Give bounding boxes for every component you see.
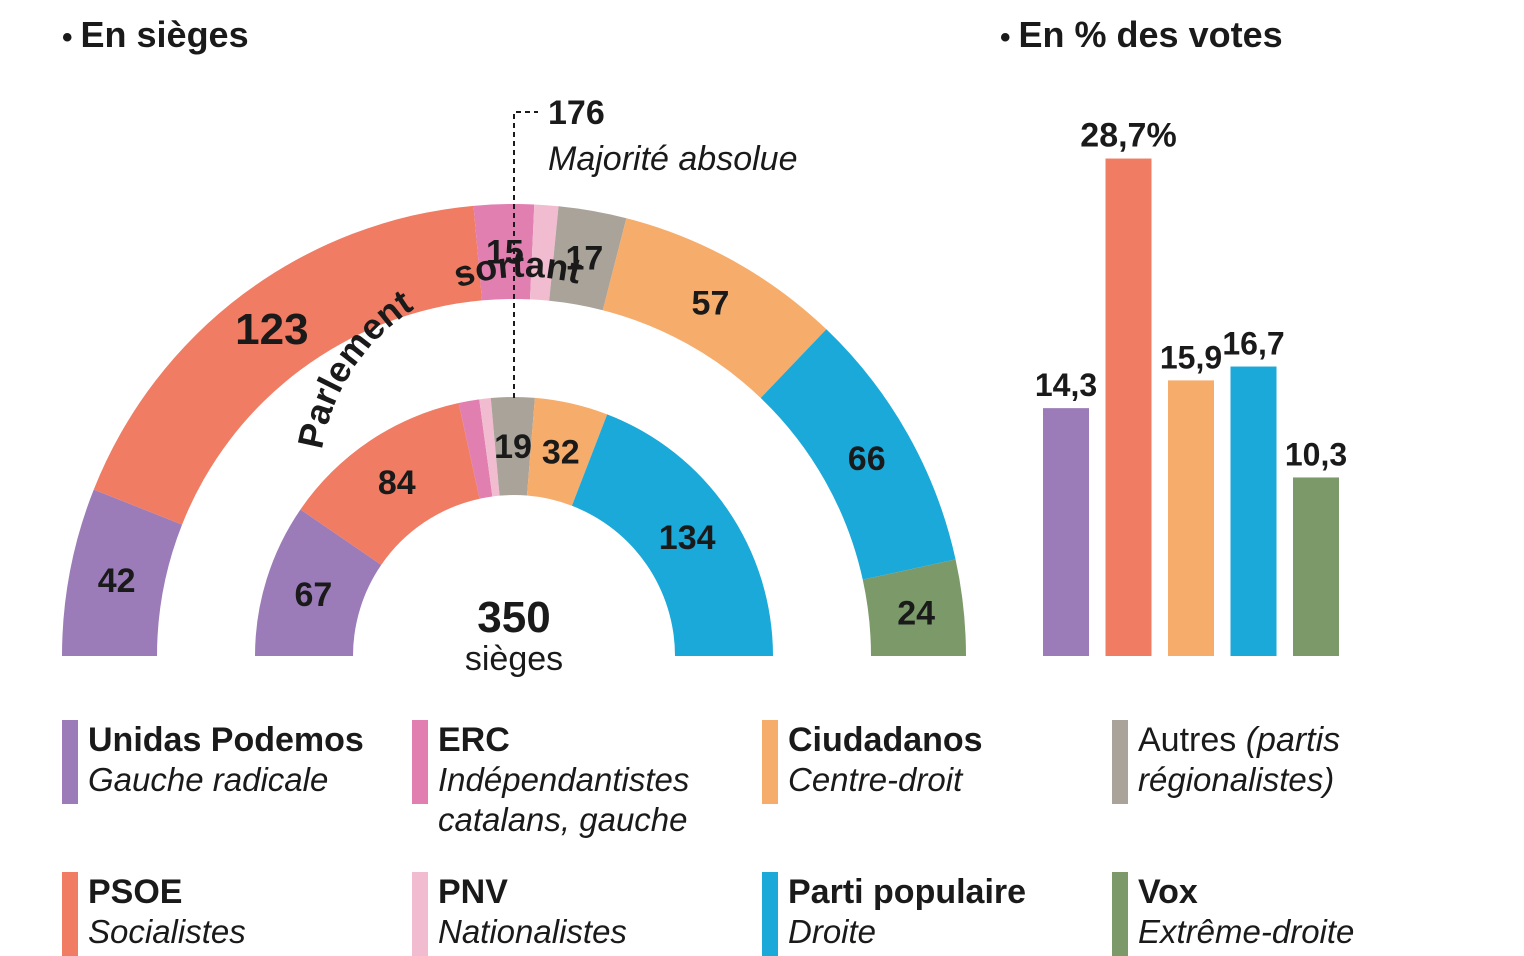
- vote-label-1: 28,7%: [1080, 117, 1176, 155]
- legend-desc-pp: Droite: [788, 913, 877, 950]
- legend-desc-erc-1: Indépendantistes: [438, 761, 690, 798]
- outer-label-psoe: 123: [235, 305, 308, 354]
- legend-item-erc: ERC Indépendantistes catalans, gauche: [412, 720, 689, 840]
- majority-line: [513, 111, 538, 398]
- ring-value-labels: 42 123 15 17 57 66 24 67 84 19 32 134: [98, 234, 935, 633]
- legend-item-autres: Autres (partis régionalistes): [1112, 720, 1340, 804]
- legend-desc-ciudadanos: Centre-droit: [788, 761, 963, 798]
- votes-bar-chart: 14,3 28,7% 15,9 16,7 10,3: [1035, 117, 1347, 657]
- legend-desc-erc-2: catalans, gauche: [438, 801, 688, 838]
- vote-label-3: 16,7: [1222, 326, 1284, 362]
- votes-section-title: • En % des votes: [1000, 14, 1283, 55]
- majority-label: Majorité absolue: [548, 140, 797, 178]
- legend-item-pp: Parti populaire Droite: [762, 872, 1026, 956]
- legend-name-podemos: Unidas Podemos: [88, 721, 364, 759]
- majority-value: 176: [548, 94, 605, 132]
- legend-name-erc: ERC: [438, 721, 510, 759]
- legend-item-psoe: PSOE Socialistes: [62, 872, 246, 956]
- legend-item-pnv: PNV Nationalistes: [412, 872, 627, 956]
- vote-bar-1: [1105, 158, 1152, 657]
- vote-bar-0: [1043, 408, 1089, 656]
- legend-name-suffix-autres: (partis: [1236, 721, 1341, 759]
- legend-item-vox: Vox Extrême-droite: [1112, 872, 1354, 956]
- legend-name-vox: Vox: [1138, 873, 1198, 911]
- outer-segment-autres: [549, 206, 627, 311]
- outer-label-podemos: 42: [98, 562, 136, 600]
- vote-label-0: 14,3: [1035, 367, 1097, 403]
- vote-label-2: 15,9: [1160, 339, 1222, 375]
- inner-label-ciudadanos: 32: [542, 433, 580, 471]
- vote-label-4: 10,3: [1285, 436, 1347, 472]
- inner-segment-pp: [571, 414, 773, 656]
- outer-segment-psoe: [93, 205, 482, 525]
- legend-swatch-vox: [1112, 872, 1128, 956]
- inner-label-autres: 19: [494, 428, 532, 466]
- outer-segment-podemos: [62, 489, 183, 656]
- inner-segment-podemos: [255, 509, 382, 656]
- legend-swatch-pnv: [412, 872, 428, 956]
- seats-title-text: En sièges: [80, 14, 249, 55]
- legend-item-ciudadanos: Ciudadanos Centre-droit: [762, 720, 983, 804]
- outer-label-pp: 66: [848, 440, 886, 478]
- outer-segment-ciudadanos: [602, 218, 827, 398]
- legend-name-pnv: PNV: [438, 873, 508, 911]
- seats-section-title: • En sièges: [62, 14, 249, 55]
- legend-swatch-psoe: [62, 872, 78, 956]
- legend-swatch-pp: [762, 872, 778, 956]
- vote-bar-4: [1293, 477, 1339, 656]
- outer-segment-pnv: [530, 204, 559, 301]
- legend-name-ciudadanos: Ciudadanos: [788, 721, 983, 759]
- total-seats-value: 350: [477, 593, 550, 642]
- legend-desc-pnv: Nationalistes: [438, 913, 627, 950]
- votes-title-text: En % des votes: [1018, 14, 1283, 55]
- outer-label-vox: 24: [897, 595, 935, 633]
- inner-segment-pnv: [479, 398, 500, 497]
- inner-segment-autres: [490, 397, 535, 496]
- outer-ring-seats: [62, 204, 966, 656]
- outer-segment-erc: [473, 204, 535, 301]
- outer-segment-vox: [862, 559, 966, 656]
- inner-label-pp: 134: [659, 519, 716, 557]
- outer-segment-pp: [760, 329, 956, 580]
- legend-desc-psoe: Socialistes: [88, 913, 246, 950]
- legend-item-podemos: Unidas Podemos Gauche radicale: [62, 720, 364, 804]
- legend-swatch-podemos: [62, 720, 78, 804]
- outer-label-autres: 17: [566, 240, 604, 278]
- vote-bar-2: [1168, 380, 1214, 656]
- legend-swatch-autres: [1112, 720, 1128, 804]
- inner-segment-psoe: [300, 402, 480, 565]
- legend-name-psoe: PSOE: [88, 873, 183, 911]
- legend-name-pp: Parti populaire: [788, 873, 1027, 911]
- vote-value-labels: 14,3 28,7% 15,9 16,7 10,3: [1035, 117, 1347, 473]
- inner-label-psoe: 84: [378, 464, 416, 502]
- legend-swatch-erc: [412, 720, 428, 804]
- vote-bars: [1043, 158, 1339, 657]
- inner-segment-ciudadanos: [526, 397, 608, 506]
- inner-ring-outgoing-parliament: [255, 397, 773, 656]
- legend-name-autres: Autres: [1138, 721, 1237, 759]
- inner-segment-erc: [458, 399, 493, 499]
- outer-label-ciudadanos: 57: [692, 284, 730, 322]
- legend-swatch-ciudadanos: [762, 720, 778, 804]
- legend-desc-autres: régionalistes): [1138, 761, 1335, 798]
- legend-desc-podemos: Gauche radicale: [88, 761, 329, 798]
- legend-desc-vox: Extrême-droite: [1138, 913, 1355, 950]
- legend-name-autres-line: Autres (partis: [1138, 720, 1340, 760]
- inner-label-podemos: 67: [295, 576, 333, 614]
- total-seats-label: sièges: [465, 640, 563, 678]
- outer-label-erc: 15: [486, 234, 524, 272]
- vote-bar-3: [1230, 366, 1277, 656]
